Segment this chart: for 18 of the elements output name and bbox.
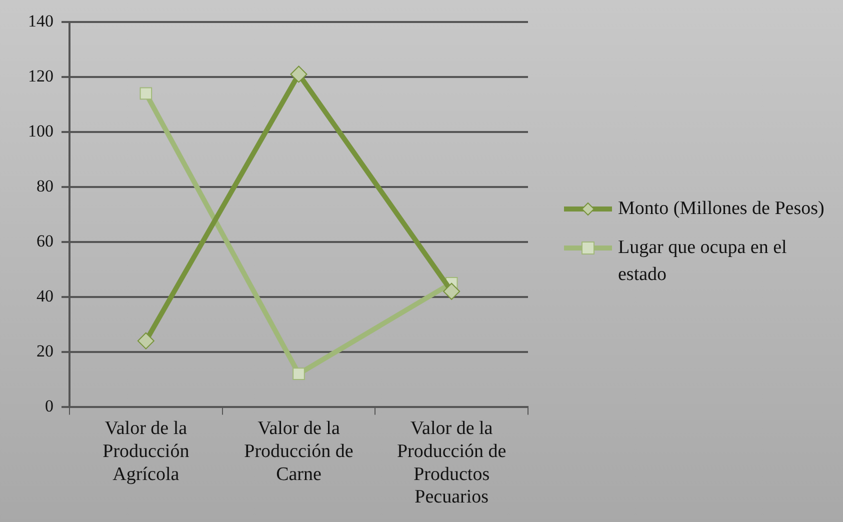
point	[137, 332, 154, 350]
y-tick-label: 100	[28, 121, 54, 140]
y-tick-label: 140	[28, 11, 54, 30]
point	[443, 282, 460, 300]
legend-label: Monto (Millones de Pesos)	[618, 197, 824, 221]
y-tick-label: 20	[36, 341, 54, 360]
y-tick-label: 120	[28, 66, 54, 86]
legend-label: Lugar que ocupa en el estado	[618, 236, 788, 287]
x-tick-label: Valor de la Producción de Productos Pecuarios	[396, 418, 506, 508]
x-tick-label: Valor de la Producción Agrícola	[102, 418, 190, 485]
y-tick-label: 0	[45, 396, 54, 416]
y-tick-label: 80	[36, 176, 54, 196]
x-tick-label: Valor de la Producción de Carne	[244, 418, 354, 485]
y-tick-label: 40	[36, 286, 54, 306]
point	[292, 368, 305, 380]
point	[290, 66, 308, 83]
y-tick-label: 60	[36, 231, 54, 250]
point	[140, 87, 152, 100]
